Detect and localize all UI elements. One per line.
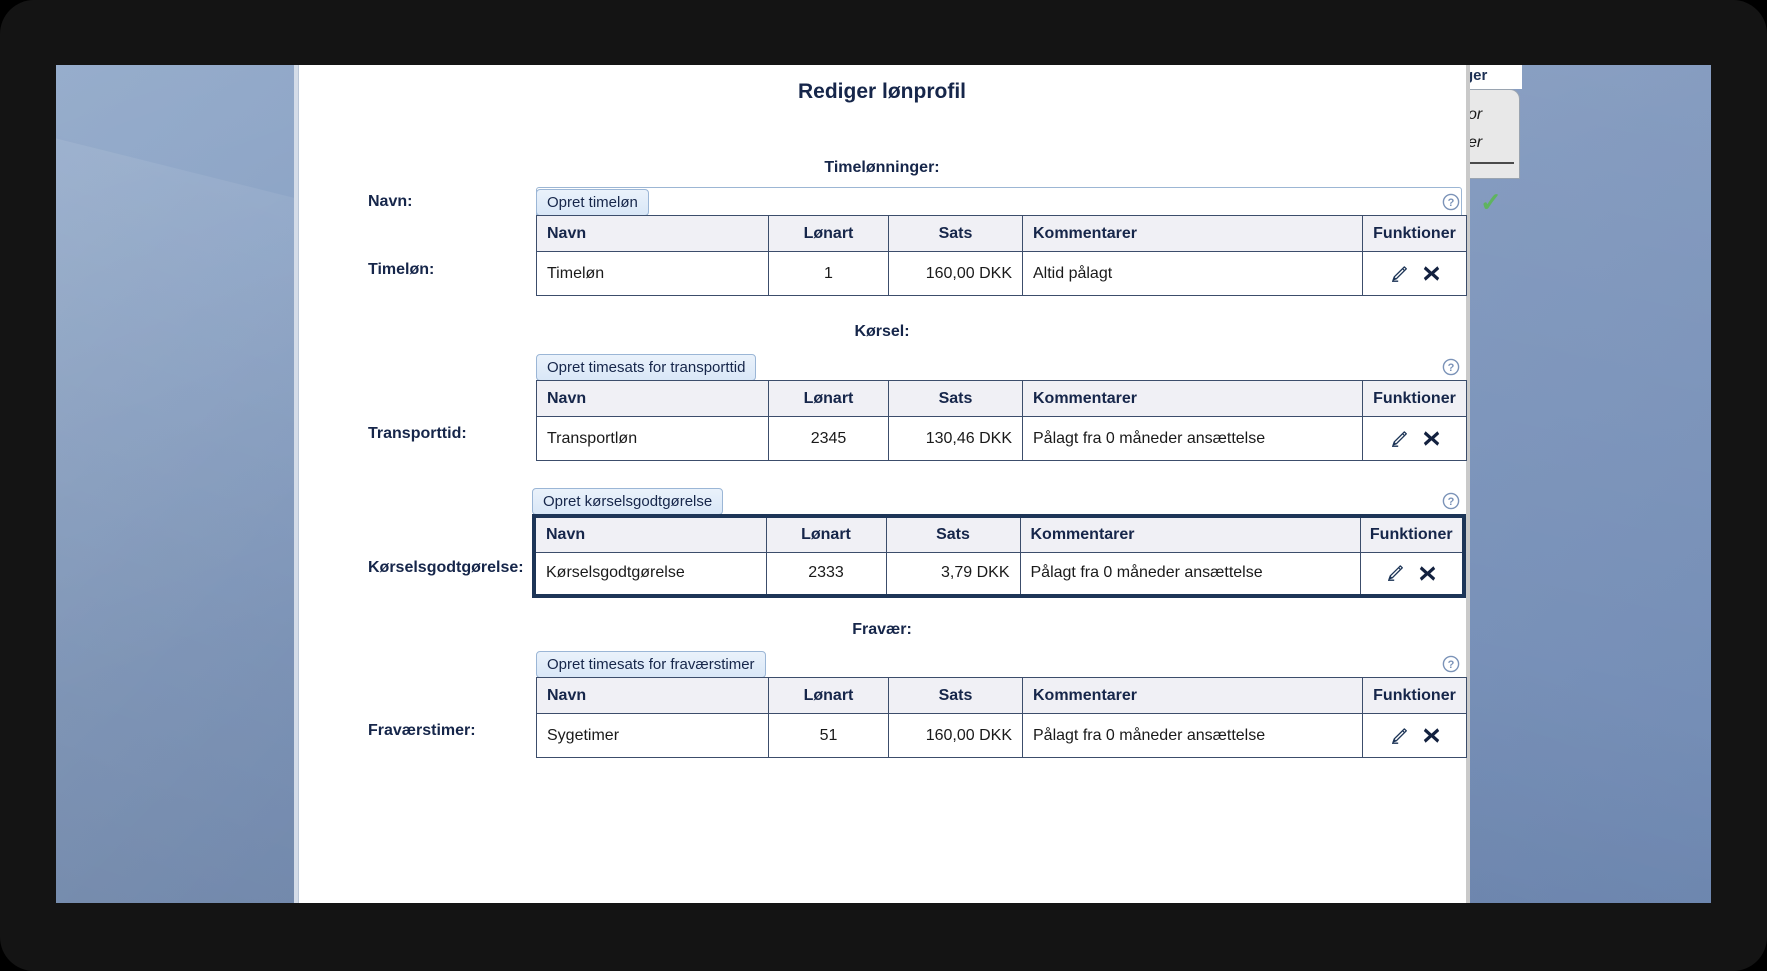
table-header-row: Navn Lønart Sats Kommentarer Funktioner xyxy=(533,515,1465,553)
column-header-sats: Sats xyxy=(888,677,1023,714)
section-row-label: Timeløn: xyxy=(368,261,435,278)
create-rate-button[interactable]: Opret timesats for transporttid xyxy=(536,354,757,381)
column-header-lonart: Lønart xyxy=(768,677,889,714)
table-row: Sygetimer 51 160,00 DKK Pålagt fra 0 månede… xyxy=(536,713,1467,758)
dialog-right-scrollbar[interactable] xyxy=(1466,65,1470,903)
rate-table: Navn Lønart Sats Kommentarer Funktioner Trans… xyxy=(536,380,1467,461)
cell-funktioner xyxy=(1362,416,1467,461)
column-header-kommentarer: Kommentarer xyxy=(1022,677,1363,714)
column-header-sats: Sats xyxy=(888,380,1023,417)
clipped-tab-divider xyxy=(1468,162,1514,164)
help-circle-question-icon[interactable]: ? xyxy=(1442,358,1460,376)
edit-payroll-profile-dialog: Rediger lønprofil Navn: ✓ Timelønninger:… xyxy=(294,65,1502,903)
row-actions xyxy=(1361,563,1463,583)
pencil-edit-icon[interactable] xyxy=(1389,429,1409,449)
cell-lonart: 2345 xyxy=(768,416,889,461)
column-header-sats: Sats xyxy=(888,215,1023,252)
table-row: Kørselsgodtgørelse 2333 3,79 DKK Pålagt fra… xyxy=(533,551,1465,597)
close-x-delete-icon[interactable] xyxy=(1422,264,1441,283)
cell-navn: Sygetimer xyxy=(536,713,769,758)
column-header-navn: Navn xyxy=(536,215,769,252)
cell-kommentarer: Altid pålagt xyxy=(1022,251,1363,296)
column-header-sats: Sats xyxy=(885,515,1021,553)
cell-navn: Timeløn xyxy=(536,251,769,296)
page-title: Rediger lønprofil xyxy=(798,80,966,103)
section-row-label: Kørselsgodtgørelse: xyxy=(368,559,524,576)
table-header-row: Navn Lønart Sats Kommentarer Funktioner xyxy=(536,215,1467,252)
column-header-kommentarer: Kommentarer xyxy=(1019,515,1361,553)
rate-table: Navn Lønart Sats Kommentarer Funktioner Syget… xyxy=(536,677,1467,758)
row-actions xyxy=(1363,264,1466,284)
table-row: Transportløn 2345 130,46 DKK Pålagt fra 0 m… xyxy=(536,416,1467,461)
close-x-delete-icon[interactable] xyxy=(1422,429,1441,448)
cell-sats: 160,00 DKK xyxy=(888,251,1023,296)
create-rate-button[interactable]: Opret timeløn xyxy=(536,189,649,216)
name-input[interactable] xyxy=(536,187,1462,219)
cell-kommentarer: Pålagt fra 0 måneder ansættelse xyxy=(1019,551,1361,597)
cell-funktioner xyxy=(1362,713,1467,758)
section-heading: Timelønninger: xyxy=(824,159,940,176)
cell-lonart: 51 xyxy=(768,713,889,758)
column-header-lonart: Lønart xyxy=(768,380,889,417)
column-header-funktioner: Funktioner xyxy=(1362,215,1467,252)
clipped-panel-header: ger xyxy=(1462,65,1522,89)
rate-table: Navn Lønart Sats Kommentarer Funktioner Kørse… xyxy=(532,514,1466,598)
cell-sats: 160,00 DKK xyxy=(888,713,1023,758)
device-screen: ger or er Rediger lønprofil Navn: ✓ Time… xyxy=(56,65,1711,903)
column-header-kommentarer: Kommentarer xyxy=(1022,215,1363,252)
close-x-delete-icon[interactable] xyxy=(1422,726,1441,745)
column-header-navn: Navn xyxy=(533,515,767,553)
clipped-panel-tabs[interactable]: or er xyxy=(1464,89,1520,179)
help-circle-question-icon[interactable]: ? xyxy=(1442,193,1460,211)
column-header-funktioner: Funktioner xyxy=(1362,677,1467,714)
column-header-navn: Navn xyxy=(536,677,769,714)
row-actions xyxy=(1363,726,1466,746)
column-header-kommentarer: Kommentarer xyxy=(1022,380,1363,417)
cell-lonart: 2333 xyxy=(765,551,887,597)
create-rate-button[interactable]: Opret kørselsgodtgørelse xyxy=(532,488,724,515)
help-circle-question-icon[interactable]: ? xyxy=(1442,655,1460,673)
pencil-edit-icon[interactable] xyxy=(1385,563,1405,583)
svg-text:?: ? xyxy=(1448,362,1455,374)
valid-check-icon: ✓ xyxy=(1480,187,1502,217)
cell-sats: 3,79 DKK xyxy=(885,551,1021,597)
column-header-lonart: Lønart xyxy=(768,215,889,252)
cell-sats: 130,46 DKK xyxy=(888,416,1023,461)
cell-kommentarer: Pålagt fra 0 måneder ansættelse xyxy=(1022,416,1363,461)
create-rate-button[interactable]: Opret timesats for fraværstimer xyxy=(536,651,766,678)
section-row-label: Transporttid: xyxy=(368,425,467,442)
pencil-edit-icon[interactable] xyxy=(1389,726,1409,746)
cell-navn: Transportløn xyxy=(536,416,769,461)
svg-text:?: ? xyxy=(1448,659,1455,671)
column-header-funktioner: Funktioner xyxy=(1362,380,1467,417)
table-row: Timeløn 1 160,00 DKK Altid pålagt xyxy=(536,251,1467,296)
help-circle-question-icon[interactable]: ? xyxy=(1442,492,1460,510)
svg-text:?: ? xyxy=(1448,496,1455,508)
dialog-left-rail xyxy=(294,65,299,903)
svg-text:?: ? xyxy=(1448,197,1455,209)
close-x-delete-icon[interactable] xyxy=(1418,564,1437,583)
cell-kommentarer: Pålagt fra 0 måneder ansættelse xyxy=(1022,713,1363,758)
cell-funktioner xyxy=(1362,251,1467,296)
table-header-row: Navn Lønart Sats Kommentarer Funktioner xyxy=(536,380,1467,417)
cell-lonart: 1 xyxy=(768,251,889,296)
pencil-edit-icon[interactable] xyxy=(1389,264,1409,284)
column-header-navn: Navn xyxy=(536,380,769,417)
row-actions xyxy=(1363,429,1466,449)
clipped-tab-2[interactable]: er xyxy=(1468,134,1483,151)
clipped-tab-1[interactable]: or xyxy=(1468,106,1483,123)
section-heading: Fravær: xyxy=(852,621,912,638)
clipped-side-panel: ger or er xyxy=(1462,65,1522,903)
column-header-lonart: Lønart xyxy=(765,515,887,553)
column-header-funktioner: Funktioner xyxy=(1359,515,1465,553)
rate-table: Navn Lønart Sats Kommentarer Funktioner Timel… xyxy=(536,215,1467,296)
cell-navn: Kørselsgodtgørelse xyxy=(533,551,767,597)
table-header-row: Navn Lønart Sats Kommentarer Funktioner xyxy=(536,677,1467,714)
name-row: Navn: ✓ xyxy=(294,187,1502,221)
section-row-label: Fraværstimer: xyxy=(368,722,476,739)
cell-funktioner xyxy=(1359,551,1465,597)
name-label: Navn: xyxy=(368,193,413,210)
section-heading: Kørsel: xyxy=(854,323,910,340)
